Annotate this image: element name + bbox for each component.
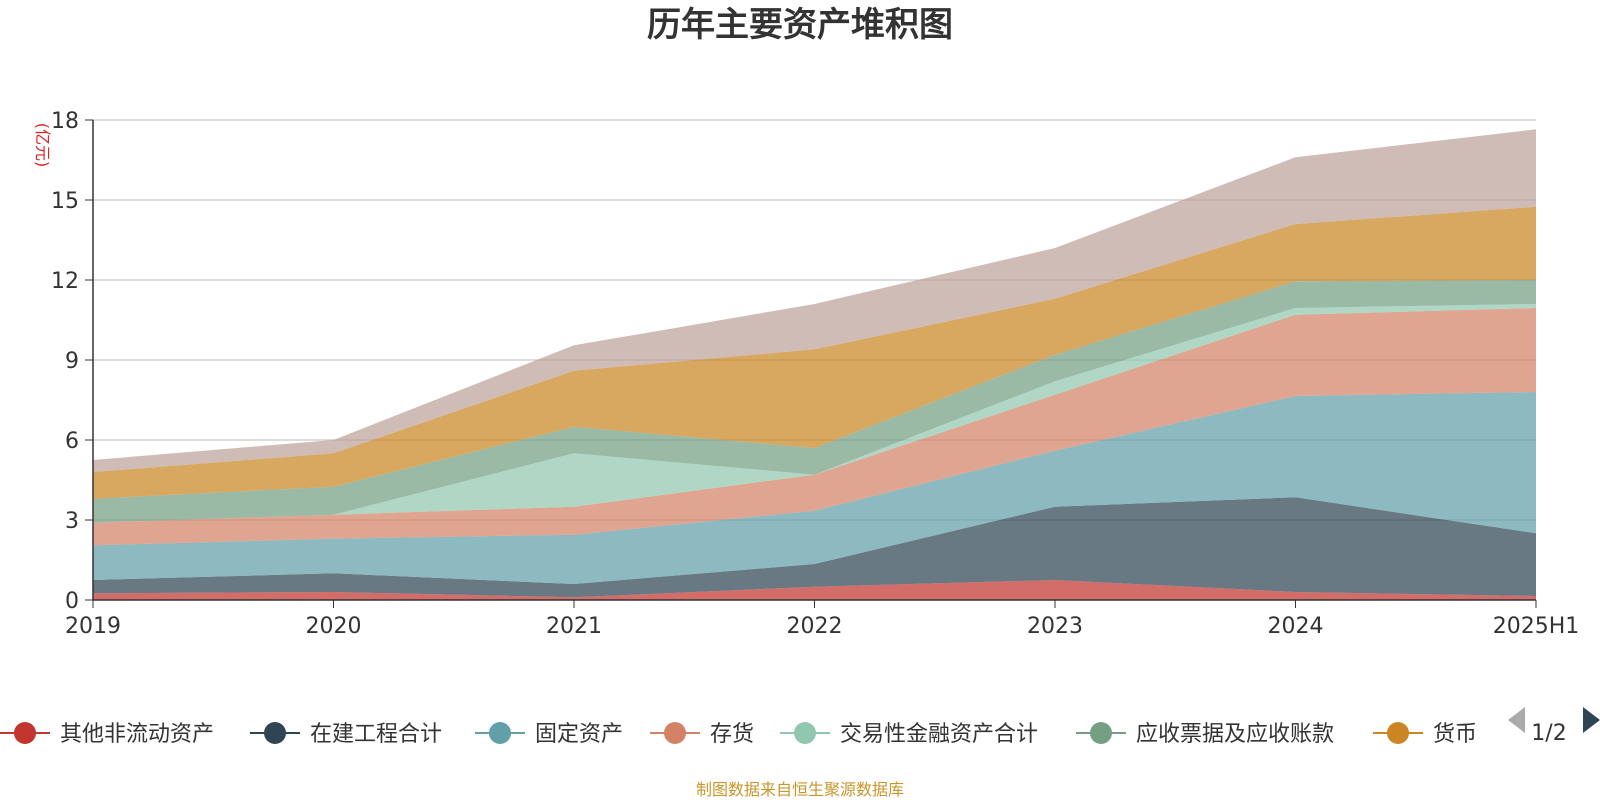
chart-title: 历年主要资产堆积图 xyxy=(647,5,953,45)
area-series xyxy=(93,580,1536,600)
y-axis-unit-label: (亿元) xyxy=(33,123,52,168)
legend-marker xyxy=(664,722,686,744)
axes: 0 3 6 9 12 15 18 2019 2020 2021 2022 2023 2024 2025H1 xyxy=(51,109,1579,639)
y-tick-label: 3 xyxy=(65,509,79,534)
x-tick-label: 2025H1 xyxy=(1493,614,1580,639)
y-tick-label: 6 xyxy=(65,429,79,454)
area-series xyxy=(93,497,1536,598)
legend-label: 存货 xyxy=(710,722,754,747)
legend-page-indicator: 1/2 xyxy=(1531,721,1566,746)
x-tick-label: 2020 xyxy=(306,614,362,639)
legend-label: 固定资产 xyxy=(535,722,623,747)
x-tick-label: 2023 xyxy=(1027,614,1083,639)
legend-item[interactable]: 在建工程合计 xyxy=(250,722,442,747)
legend-prev-icon[interactable] xyxy=(1508,707,1525,733)
area-series xyxy=(93,392,1536,584)
legend-item[interactable]: 应收票据及应收账款 xyxy=(1076,722,1334,747)
y-tick-label: 18 xyxy=(51,109,79,134)
x-tick-label: 2022 xyxy=(787,614,843,639)
legend: 其他非流动资产 在建工程合计 固定资产 存货 交易性金融资产合计 应收票据及应收账款 货币 xyxy=(0,722,1477,747)
legend-item[interactable]: 货币 xyxy=(1373,722,1477,747)
legend-marker xyxy=(14,722,36,744)
x-tick-label: 2024 xyxy=(1268,614,1324,639)
area-series xyxy=(93,129,1536,473)
legend-next-icon[interactable] xyxy=(1583,707,1600,733)
legend-label: 在建工程合计 xyxy=(310,722,442,747)
area-series xyxy=(93,206,1536,499)
legend-marker xyxy=(1387,722,1409,744)
legend-label: 货币 xyxy=(1433,722,1477,747)
legend-marker xyxy=(1090,722,1112,744)
legend-marker xyxy=(489,722,511,744)
legend-pager: 1/2 xyxy=(1508,707,1600,746)
legend-label: 应收票据及应收账款 xyxy=(1136,722,1334,747)
legend-item[interactable]: 存货 xyxy=(650,722,754,747)
area-series-group xyxy=(93,129,1536,600)
x-tick-label: 2021 xyxy=(546,614,602,639)
y-tick-label: 9 xyxy=(65,349,79,374)
legend-item[interactable]: 其他非流动资产 xyxy=(0,722,214,747)
legend-item[interactable]: 交易性金融资产合计 xyxy=(780,722,1038,747)
area-series xyxy=(93,308,1536,546)
legend-item[interactable]: 固定资产 xyxy=(475,722,623,747)
x-tick-label: 2019 xyxy=(65,614,121,639)
legend-label: 交易性金融资产合计 xyxy=(840,722,1038,747)
legend-label: 其他非流动资产 xyxy=(60,722,214,747)
data-source-note: 制图数据来自恒生聚源数据库 xyxy=(696,780,904,799)
y-tick-label: 15 xyxy=(51,189,79,214)
area-series xyxy=(93,280,1536,523)
y-tick-label: 12 xyxy=(51,269,79,294)
legend-marker xyxy=(264,722,286,744)
legend-marker xyxy=(794,722,816,744)
y-tick-label: 0 xyxy=(65,589,79,614)
